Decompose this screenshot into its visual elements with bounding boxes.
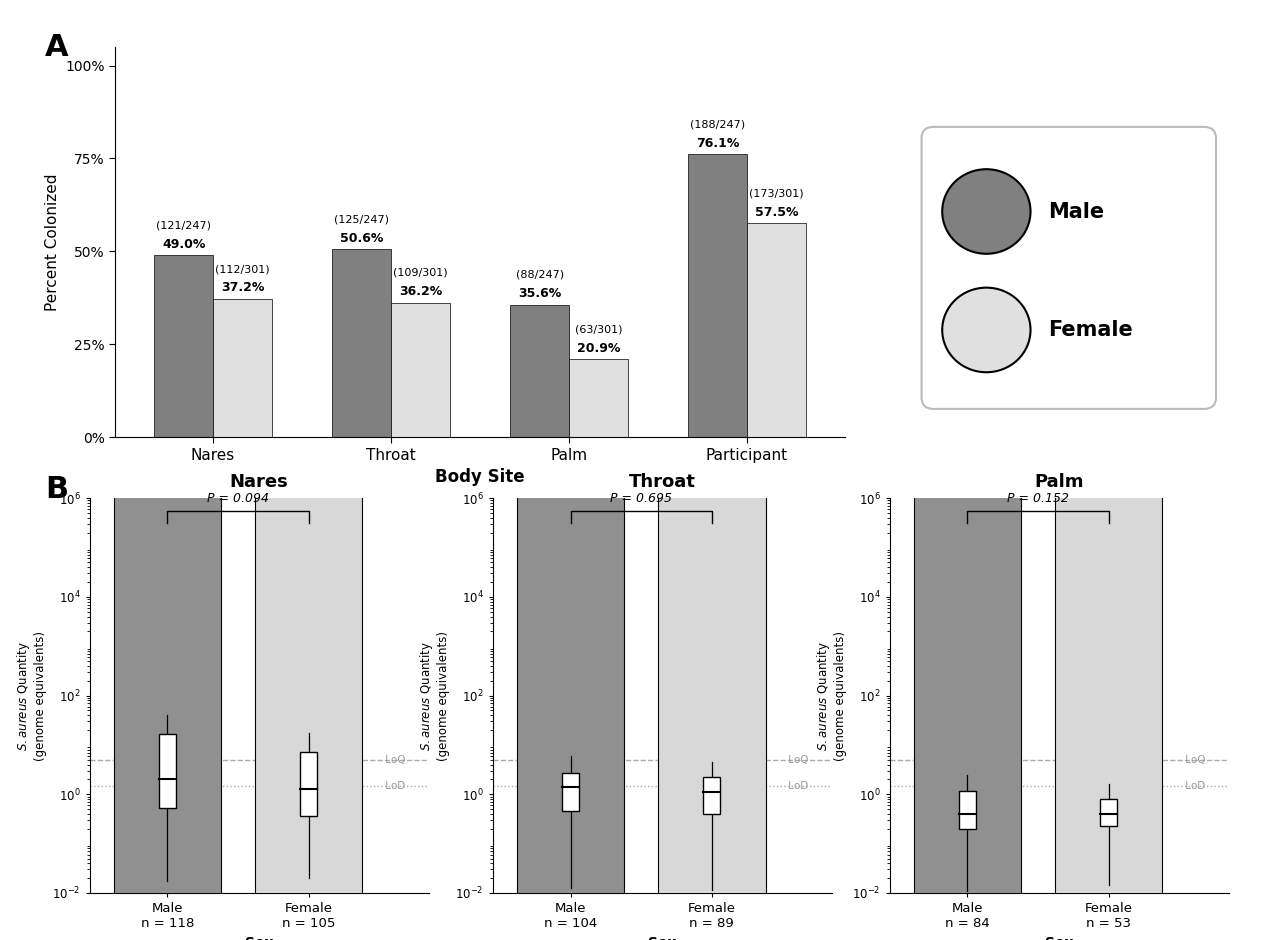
Text: (112/301): (112/301) bbox=[215, 264, 270, 274]
Text: 50.6%: 50.6% bbox=[340, 231, 383, 244]
Title: Palm: Palm bbox=[1034, 473, 1084, 491]
Bar bbox=[1101, 799, 1117, 826]
Text: 37.2%: 37.2% bbox=[220, 281, 264, 294]
Text: P = 0.152: P = 0.152 bbox=[1007, 492, 1069, 505]
X-axis label: Sex: Sex bbox=[1044, 935, 1074, 940]
Text: Female: Female bbox=[1048, 320, 1133, 340]
Text: LoQ: LoQ bbox=[383, 755, 406, 765]
Text: 35.6%: 35.6% bbox=[518, 288, 561, 301]
Bar bbox=[704, 777, 721, 814]
Text: B: B bbox=[45, 475, 68, 504]
Text: (188/247): (188/247) bbox=[690, 119, 745, 130]
Bar bbox=[570, 359, 627, 437]
Y-axis label: $\it{S. aureus}$ Quantity
(genome equivalents): $\it{S. aureus}$ Quantity (genome equiva… bbox=[417, 631, 449, 760]
Text: (173/301): (173/301) bbox=[749, 189, 804, 198]
Text: (88/247): (88/247) bbox=[516, 270, 563, 280]
Text: 36.2%: 36.2% bbox=[399, 285, 442, 298]
Text: 20.9%: 20.9% bbox=[577, 342, 620, 355]
Text: LoQ: LoQ bbox=[786, 755, 809, 765]
Bar bbox=[301, 752, 317, 816]
Text: LoD: LoD bbox=[383, 780, 406, 791]
Circle shape bbox=[942, 169, 1030, 254]
Text: Male: Male bbox=[1048, 201, 1105, 222]
Bar bbox=[212, 299, 271, 437]
Text: LoQ: LoQ bbox=[1183, 755, 1206, 765]
Text: (63/301): (63/301) bbox=[575, 324, 622, 335]
Y-axis label: $\it{S. aureus}$ Quantity
(genome equivalents): $\it{S. aureus}$ Quantity (genome equiva… bbox=[14, 631, 46, 760]
Text: 57.5%: 57.5% bbox=[754, 206, 797, 219]
Text: P = 0.094: P = 0.094 bbox=[207, 492, 269, 505]
FancyBboxPatch shape bbox=[922, 127, 1216, 409]
X-axis label: Sex: Sex bbox=[244, 935, 274, 940]
Bar bbox=[748, 224, 805, 437]
Bar bbox=[159, 734, 175, 808]
Bar bbox=[689, 154, 748, 437]
Text: 76.1%: 76.1% bbox=[696, 137, 740, 149]
Bar bbox=[959, 791, 975, 829]
Bar bbox=[333, 249, 390, 437]
Title: Throat: Throat bbox=[628, 473, 696, 491]
Text: LoD: LoD bbox=[786, 780, 809, 791]
Bar bbox=[511, 305, 570, 437]
Title: Nares: Nares bbox=[230, 473, 288, 491]
Text: (125/247): (125/247) bbox=[334, 214, 389, 225]
Text: P = 0.695: P = 0.695 bbox=[611, 492, 672, 505]
Y-axis label: Percent Colonized: Percent Colonized bbox=[45, 173, 60, 311]
X-axis label: Body Site: Body Site bbox=[435, 468, 525, 486]
Text: 49.0%: 49.0% bbox=[163, 238, 205, 251]
Text: LoD: LoD bbox=[1183, 780, 1206, 791]
Text: (121/247): (121/247) bbox=[156, 220, 211, 230]
Text: (109/301): (109/301) bbox=[393, 268, 448, 277]
Circle shape bbox=[942, 288, 1030, 372]
Text: A: A bbox=[45, 33, 68, 62]
Bar bbox=[390, 303, 449, 437]
X-axis label: Sex: Sex bbox=[648, 935, 677, 940]
Bar bbox=[155, 255, 212, 437]
Y-axis label: $\it{S. aureus}$ Quantity
(genome equivalents): $\it{S. aureus}$ Quantity (genome equiva… bbox=[814, 631, 846, 760]
Bar bbox=[562, 774, 579, 811]
